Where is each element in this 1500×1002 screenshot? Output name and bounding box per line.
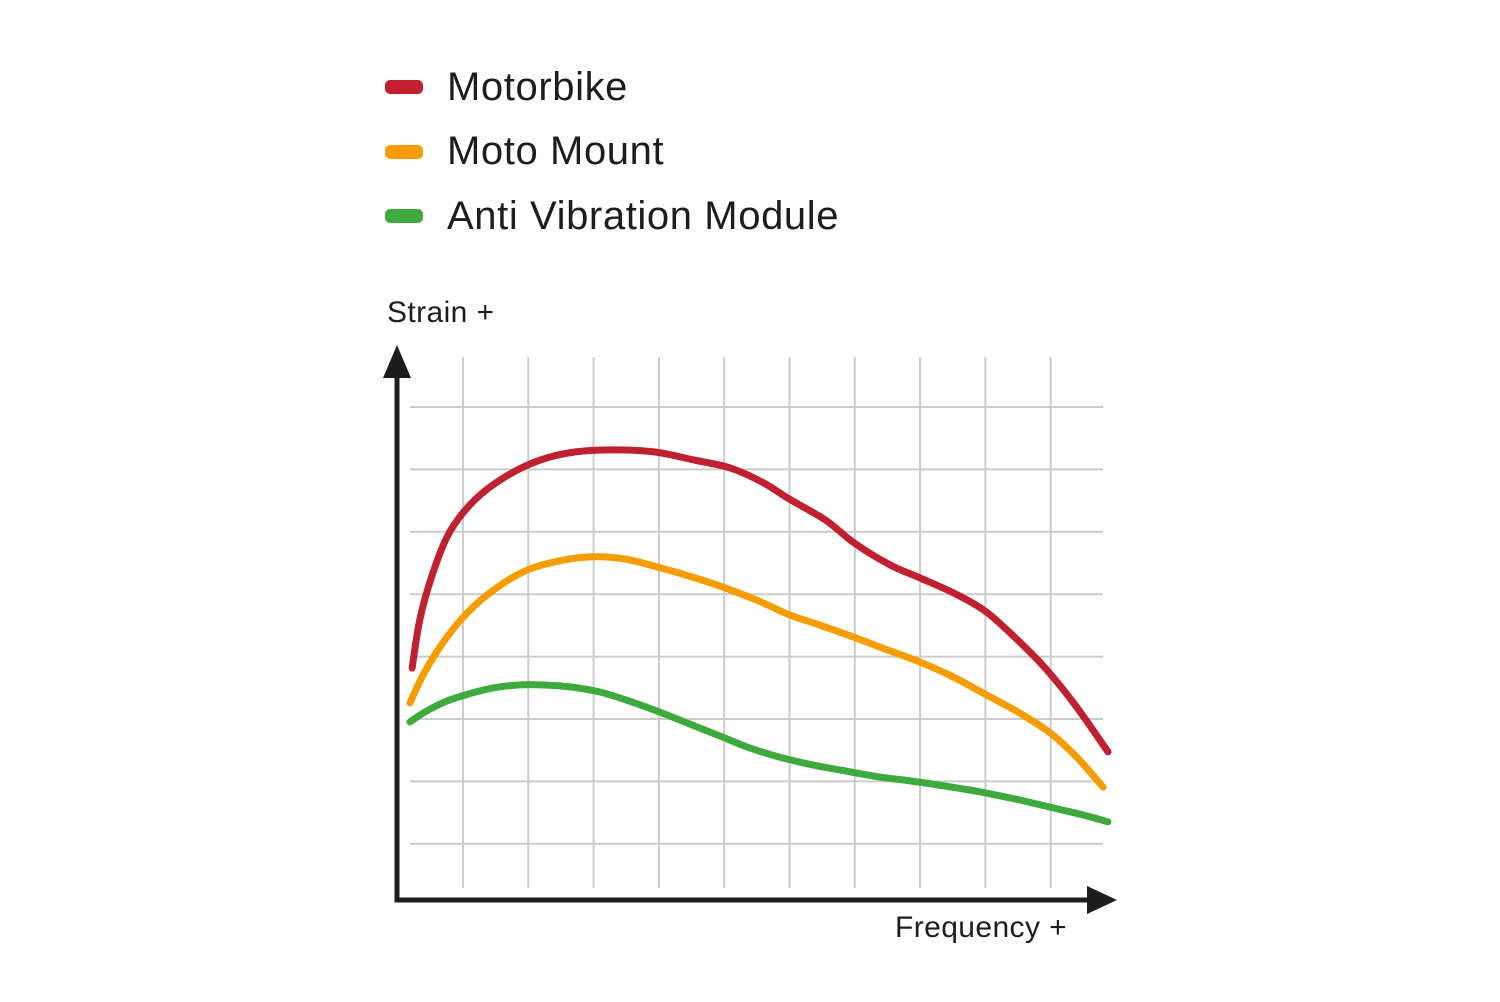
x-axis-label: Frequency +	[895, 911, 1067, 944]
legend-label-moto-mount: Moto Mount	[447, 129, 665, 174]
legend-label-motorbike: Motorbike	[447, 64, 629, 109]
legend-item-moto-mount: Moto Mount	[385, 120, 839, 185]
x-axis-arrow-icon	[1087, 886, 1117, 914]
series-moto-mount-line	[406, 553, 1107, 791]
legend-item-motorbike: Motorbike	[385, 55, 839, 120]
legend-swatch-motorbike	[385, 80, 423, 95]
series-anti-vibration-module-line	[406, 681, 1112, 826]
legend-swatch-moto-mount	[385, 144, 423, 159]
legend-label-anti-vibration-module: Anti Vibration Module	[447, 193, 840, 238]
legend-swatch-anti-vibration-module	[385, 209, 423, 224]
y-axis-label: Strain +	[387, 296, 495, 329]
y-axis-arrow-icon	[383, 345, 411, 378]
series-motorbike-line	[408, 446, 1112, 756]
legend-item-anti-vibration-module: Anti Vibration Module	[385, 184, 839, 249]
chart-legend: Motorbike Moto Mount Anti Vibration Modu…	[385, 55, 839, 249]
axes	[383, 345, 1117, 914]
